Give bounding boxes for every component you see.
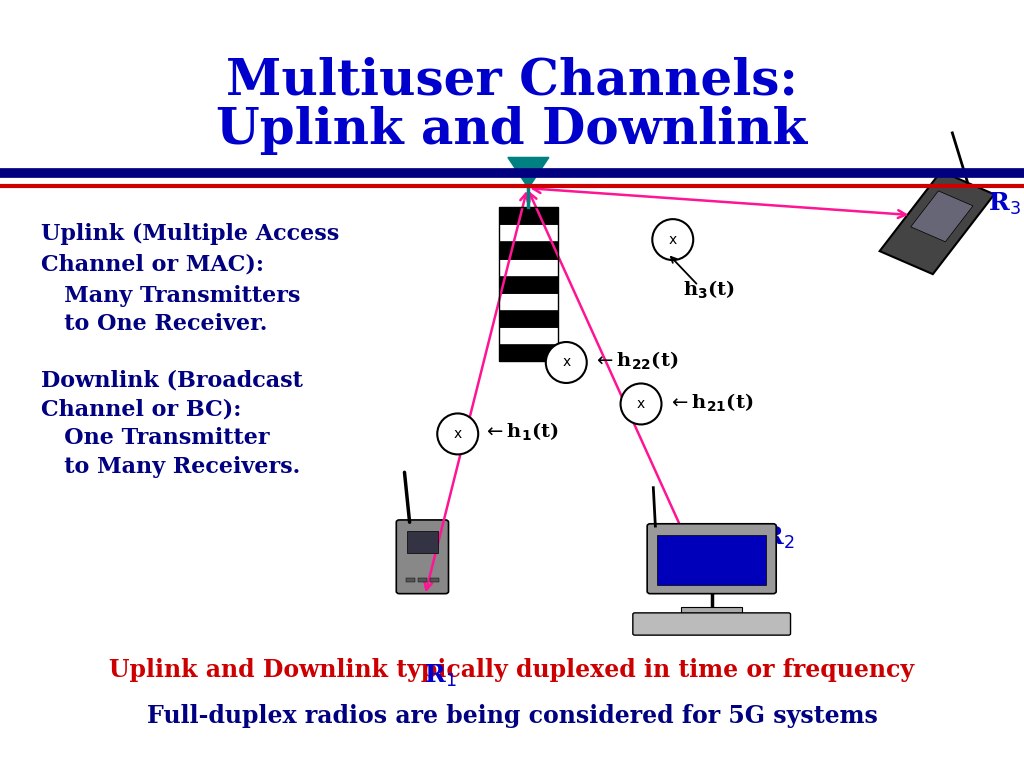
Bar (499, 293, 558, 310)
Text: $\leftarrow$h$_\mathbf{21}$(t): $\leftarrow$h$_\mathbf{21}$(t) (668, 391, 753, 414)
Text: to One Receiver.: to One Receiver. (41, 313, 267, 335)
Text: to Many Receivers.: to Many Receivers. (41, 456, 300, 478)
Text: x: x (669, 233, 677, 247)
Text: Full-duplex radios are being considered for 5G systems: Full-duplex radios are being considered … (146, 703, 878, 728)
Text: Multiuser Channels:: Multiuser Channels: (226, 56, 798, 105)
Text: Channel or BC):: Channel or BC): (41, 399, 242, 420)
Bar (499, 310, 558, 327)
Text: Uplink and Downlink: Uplink and Downlink (216, 106, 808, 155)
Polygon shape (910, 191, 973, 242)
Bar (657, 535, 766, 585)
Polygon shape (508, 157, 549, 188)
Bar (499, 276, 558, 293)
Ellipse shape (621, 383, 662, 425)
Bar (499, 207, 558, 361)
FancyBboxPatch shape (396, 520, 449, 594)
Bar (407, 531, 438, 553)
Bar (499, 259, 558, 276)
Text: x: x (454, 427, 462, 441)
Bar (406, 578, 415, 582)
Ellipse shape (546, 342, 587, 383)
Polygon shape (880, 171, 994, 274)
Text: $\leftarrow$h$_\mathbf{1}$(t): $\leftarrow$h$_\mathbf{1}$(t) (483, 420, 559, 443)
Text: x: x (637, 397, 645, 411)
Bar (499, 241, 558, 259)
Text: R$_3$: R$_3$ (988, 190, 1021, 217)
Ellipse shape (652, 219, 693, 260)
Bar (681, 607, 742, 618)
Bar (499, 224, 558, 241)
Ellipse shape (437, 413, 478, 455)
Text: Downlink (Broadcast: Downlink (Broadcast (41, 369, 303, 391)
Bar (499, 344, 558, 361)
FancyBboxPatch shape (633, 613, 791, 635)
Text: R$_2$: R$_2$ (762, 525, 795, 551)
Text: x: x (562, 356, 570, 369)
Bar (418, 578, 427, 582)
Bar (430, 578, 439, 582)
Text: Uplink (Multiple Access: Uplink (Multiple Access (41, 223, 339, 245)
Text: Many Transmitters: Many Transmitters (41, 285, 300, 306)
Text: One Transmitter: One Transmitter (41, 427, 269, 449)
Bar (499, 207, 558, 224)
Text: R$_1$: R$_1$ (424, 663, 457, 689)
FancyBboxPatch shape (647, 524, 776, 594)
Text: $\leftarrow$h$_\mathbf{22}$(t): $\leftarrow$h$_\mathbf{22}$(t) (593, 349, 678, 372)
Text: Uplink and Downlink typically duplexed in time or frequency: Uplink and Downlink typically duplexed i… (110, 657, 914, 682)
Text: Channel or MAC):: Channel or MAC): (41, 254, 264, 276)
Bar (499, 327, 558, 344)
Text: h$_\mathbf{3}$(t): h$_\mathbf{3}$(t) (683, 278, 735, 301)
